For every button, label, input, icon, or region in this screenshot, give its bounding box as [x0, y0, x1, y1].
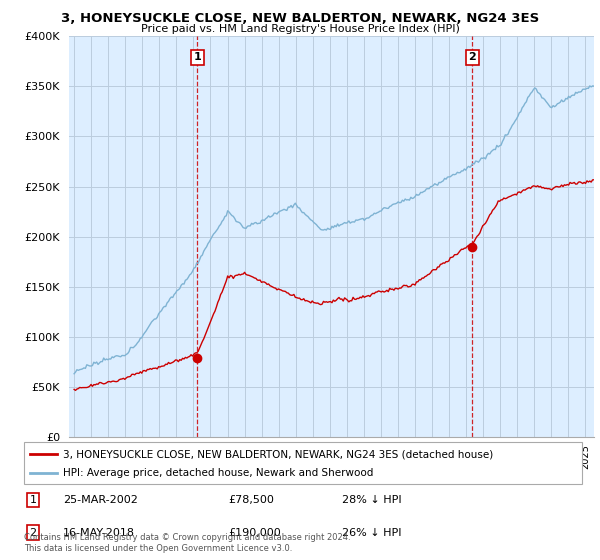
Text: £78,500: £78,500 [228, 495, 274, 505]
Text: 2: 2 [469, 53, 476, 62]
Text: £190,000: £190,000 [228, 528, 281, 538]
Text: 2: 2 [29, 528, 37, 538]
Text: 1: 1 [29, 495, 37, 505]
Text: 28% ↓ HPI: 28% ↓ HPI [342, 495, 401, 505]
Text: Contains HM Land Registry data © Crown copyright and database right 2024.
This d: Contains HM Land Registry data © Crown c… [24, 533, 350, 553]
FancyBboxPatch shape [24, 442, 582, 484]
Text: HPI: Average price, detached house, Newark and Sherwood: HPI: Average price, detached house, Newa… [63, 468, 373, 478]
Text: 1: 1 [193, 53, 201, 62]
Text: 16-MAY-2018: 16-MAY-2018 [63, 528, 135, 538]
Text: 3, HONEYSUCKLE CLOSE, NEW BALDERTON, NEWARK, NG24 3ES: 3, HONEYSUCKLE CLOSE, NEW BALDERTON, NEW… [61, 12, 539, 25]
Text: 26% ↓ HPI: 26% ↓ HPI [342, 528, 401, 538]
Text: 25-MAR-2002: 25-MAR-2002 [63, 495, 138, 505]
Text: Price paid vs. HM Land Registry's House Price Index (HPI): Price paid vs. HM Land Registry's House … [140, 24, 460, 34]
Text: 3, HONEYSUCKLE CLOSE, NEW BALDERTON, NEWARK, NG24 3ES (detached house): 3, HONEYSUCKLE CLOSE, NEW BALDERTON, NEW… [63, 449, 493, 459]
